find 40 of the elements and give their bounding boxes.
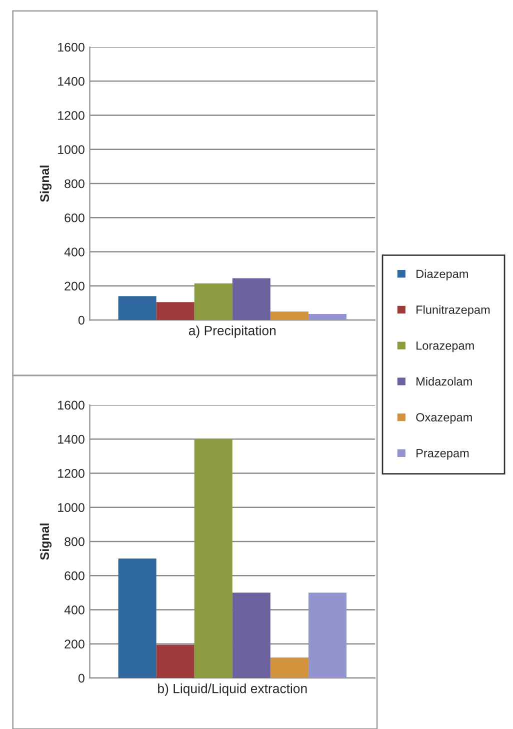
bar bbox=[194, 283, 232, 320]
x-axis-title: a) Precipitation bbox=[188, 326, 276, 338]
y-tick-label: 1200 bbox=[58, 469, 84, 478]
y-tick-label: 600 bbox=[64, 571, 84, 580]
y-tick-label: 1600 bbox=[58, 400, 84, 410]
y-tick-label: 1200 bbox=[58, 111, 84, 120]
y-tick-label: 1400 bbox=[58, 434, 84, 444]
bar bbox=[308, 314, 346, 320]
bar bbox=[118, 296, 156, 320]
legend-label: Prazepam bbox=[416, 449, 469, 460]
bar bbox=[232, 278, 270, 320]
bar bbox=[308, 592, 346, 678]
y-tick-label: 800 bbox=[64, 537, 84, 546]
bar bbox=[232, 592, 270, 678]
legend-label: Oxazepam bbox=[416, 413, 472, 424]
y-tick-label: 1600 bbox=[58, 42, 84, 52]
bar bbox=[270, 312, 308, 320]
bar bbox=[194, 439, 232, 678]
y-tick-label: 200 bbox=[64, 640, 84, 648]
legend-label: Midazolam bbox=[416, 376, 472, 386]
x-axis-title: b) Liquid/Liquid extraction bbox=[158, 684, 307, 696]
legend-label: Lorazepam bbox=[416, 342, 474, 352]
y-tick-label: 1000 bbox=[58, 145, 84, 154]
bar bbox=[156, 302, 194, 320]
y-tick-label: 200 bbox=[64, 282, 84, 291]
legend-label: Flunitrazepam bbox=[416, 305, 490, 316]
bar bbox=[156, 644, 194, 678]
y-tick-label: 1400 bbox=[58, 76, 84, 86]
y-tick-label: 1000 bbox=[58, 503, 84, 512]
y-axis-title: Signal bbox=[40, 166, 52, 202]
y-tick-label: 600 bbox=[64, 213, 84, 222]
y-axis-title: Signal bbox=[40, 524, 52, 560]
bar bbox=[118, 558, 156, 678]
y-tick-label: 400 bbox=[64, 248, 84, 256]
y-tick-label: 400 bbox=[64, 606, 84, 614]
y-tick-label: 0 bbox=[78, 674, 84, 683]
legend-label: Diazepam bbox=[416, 269, 468, 280]
y-tick-label: 0 bbox=[78, 316, 84, 325]
bar bbox=[270, 657, 308, 678]
y-tick-label: 800 bbox=[64, 179, 84, 188]
